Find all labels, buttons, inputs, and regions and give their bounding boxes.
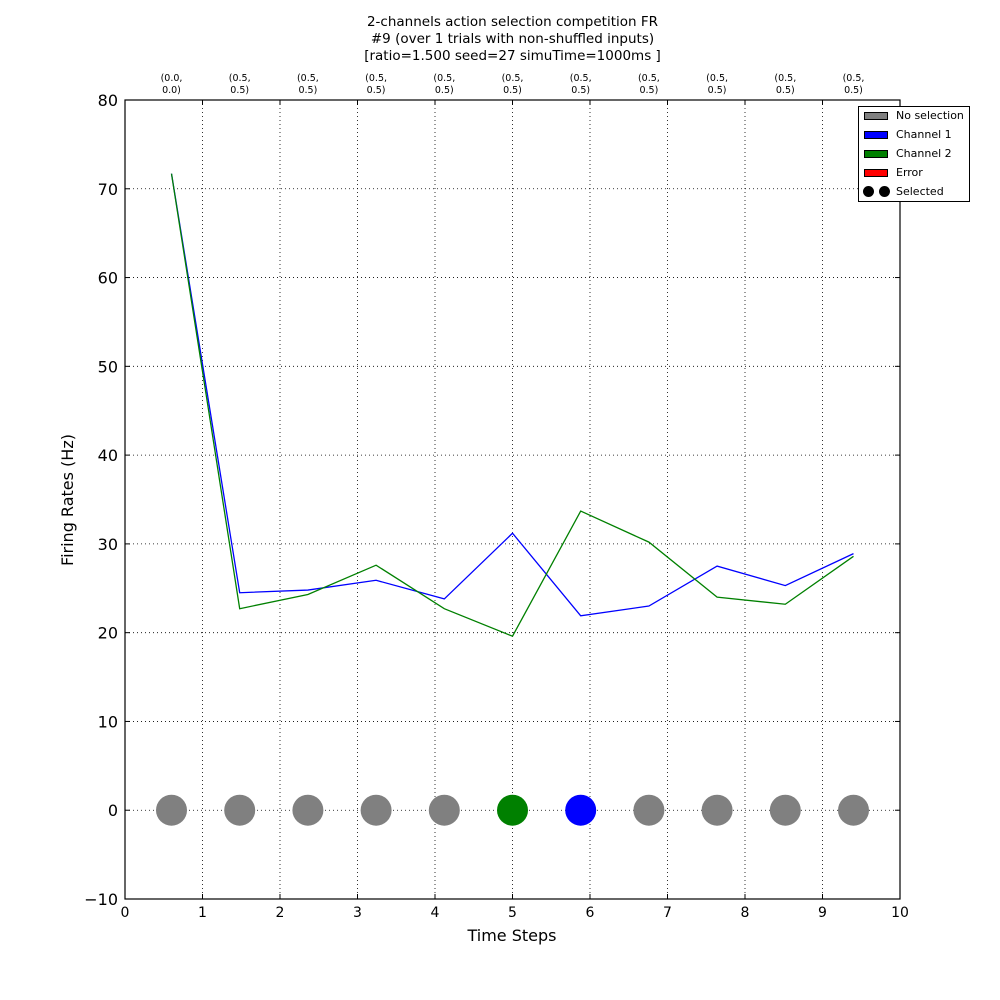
legend-swatch-channel-1 xyxy=(864,131,888,139)
top-axis-labels: (0.0,0.0)(0.5,0.5)(0.5,0.5)(0.5,0.5)(0.5… xyxy=(161,73,865,96)
y-tick-label: 30 xyxy=(98,535,118,554)
top-axis-label: (0.5, xyxy=(502,73,524,84)
selection-marker xyxy=(497,794,528,826)
x-tick-label: 9 xyxy=(818,905,827,921)
selected-dot-icon xyxy=(879,186,890,197)
top-axis-label: (0.5, xyxy=(365,73,387,84)
y-tick-label: 70 xyxy=(98,180,118,199)
top-axis-label: 0.5) xyxy=(503,85,522,96)
top-axis-label: 0.5) xyxy=(844,85,863,96)
legend-swatch-no-selection xyxy=(864,112,888,120)
title-line-1: 2-channels action selection competition … xyxy=(366,14,659,30)
grid-lines xyxy=(125,100,900,899)
y-tick-label: 20 xyxy=(98,624,118,643)
x-tick-label: 4 xyxy=(431,905,440,921)
selection-marker xyxy=(769,794,801,826)
series-line-channel-2 xyxy=(170,173,854,638)
x-tick-label: 8 xyxy=(741,905,750,921)
x-tick-label: 1 xyxy=(198,905,207,921)
legend-label: Channel 1 xyxy=(896,128,952,141)
series-lines xyxy=(170,173,854,638)
x-tick-label: 5 xyxy=(508,905,517,921)
top-axis-label: 0.5) xyxy=(298,85,317,96)
legend-label: No selection xyxy=(896,109,964,122)
top-axis-label: 0.5) xyxy=(230,85,249,96)
top-axis-label: 0.5) xyxy=(435,85,454,96)
y-tick-label: 10 xyxy=(98,712,118,731)
top-axis-label: (0.0, xyxy=(161,73,183,84)
top-axis-label: (0.5, xyxy=(229,73,251,84)
top-axis-label: 0.5) xyxy=(708,85,727,96)
x-tick-label: 0 xyxy=(121,905,130,921)
y-tick-label: 80 xyxy=(98,91,118,110)
y-tick-label: −10 xyxy=(84,890,118,909)
selection-marker xyxy=(701,794,733,826)
legend-label: Channel 2 xyxy=(896,147,952,160)
top-axis-label: (0.5, xyxy=(774,73,796,84)
top-axis-label: (0.5, xyxy=(297,73,319,84)
y-tick-label: 60 xyxy=(98,269,118,288)
selection-marker xyxy=(224,794,256,826)
top-axis-label: 0.5) xyxy=(639,85,658,96)
x-axis-label: Time Steps xyxy=(466,926,556,945)
x-tick-label: 7 xyxy=(663,905,672,921)
selection-marker xyxy=(156,794,187,826)
title-line-2: #9 (over 1 trials with non-shuffled inpu… xyxy=(370,31,655,47)
selection-marker xyxy=(565,794,597,826)
top-axis-label: (0.5, xyxy=(570,73,592,84)
top-axis-label: 0.5) xyxy=(571,85,590,96)
top-axis-label: (0.5, xyxy=(706,73,728,84)
legend-selected-dots xyxy=(863,186,893,198)
top-axis-label: 0.5) xyxy=(776,85,795,96)
selection-marker xyxy=(292,794,324,826)
x-tick-label: 10 xyxy=(891,905,909,921)
top-axis-label: 0.5) xyxy=(367,85,386,96)
series-line-channel-1 xyxy=(170,173,854,617)
legend: No selection Channel 1 Channel 2 Error S… xyxy=(858,106,970,202)
top-axis-label: 0.0) xyxy=(162,85,181,96)
top-axis-label: (0.5, xyxy=(638,73,660,84)
legend-label: Selected xyxy=(896,185,944,198)
legend-swatch-error xyxy=(864,169,888,177)
legend-label: Error xyxy=(896,166,923,179)
selection-marker xyxy=(633,794,665,826)
selection-markers xyxy=(156,794,869,826)
top-axis-label: (0.5, xyxy=(433,73,455,84)
legend-swatch-channel-2 xyxy=(864,150,888,158)
y-tick-label: 0 xyxy=(108,801,118,820)
selected-dot-icon xyxy=(863,186,874,197)
x-tick-label: 3 xyxy=(353,905,362,921)
plot-frame xyxy=(124,99,901,900)
y-axis-label: Firing Rates (Hz) xyxy=(58,434,77,566)
y-tick-label: 50 xyxy=(98,357,118,376)
y-tick-label: 40 xyxy=(98,446,118,465)
selection-marker xyxy=(838,794,869,826)
top-axis-label: (0.5, xyxy=(843,73,865,84)
x-tick-label: 6 xyxy=(586,905,595,921)
selection-marker xyxy=(428,794,460,826)
selection-marker xyxy=(360,794,392,826)
x-tick-label: 2 xyxy=(276,905,285,921)
title-line-3: [ratio=1.500 seed=27 simuTime=1000ms ] xyxy=(364,48,661,64)
